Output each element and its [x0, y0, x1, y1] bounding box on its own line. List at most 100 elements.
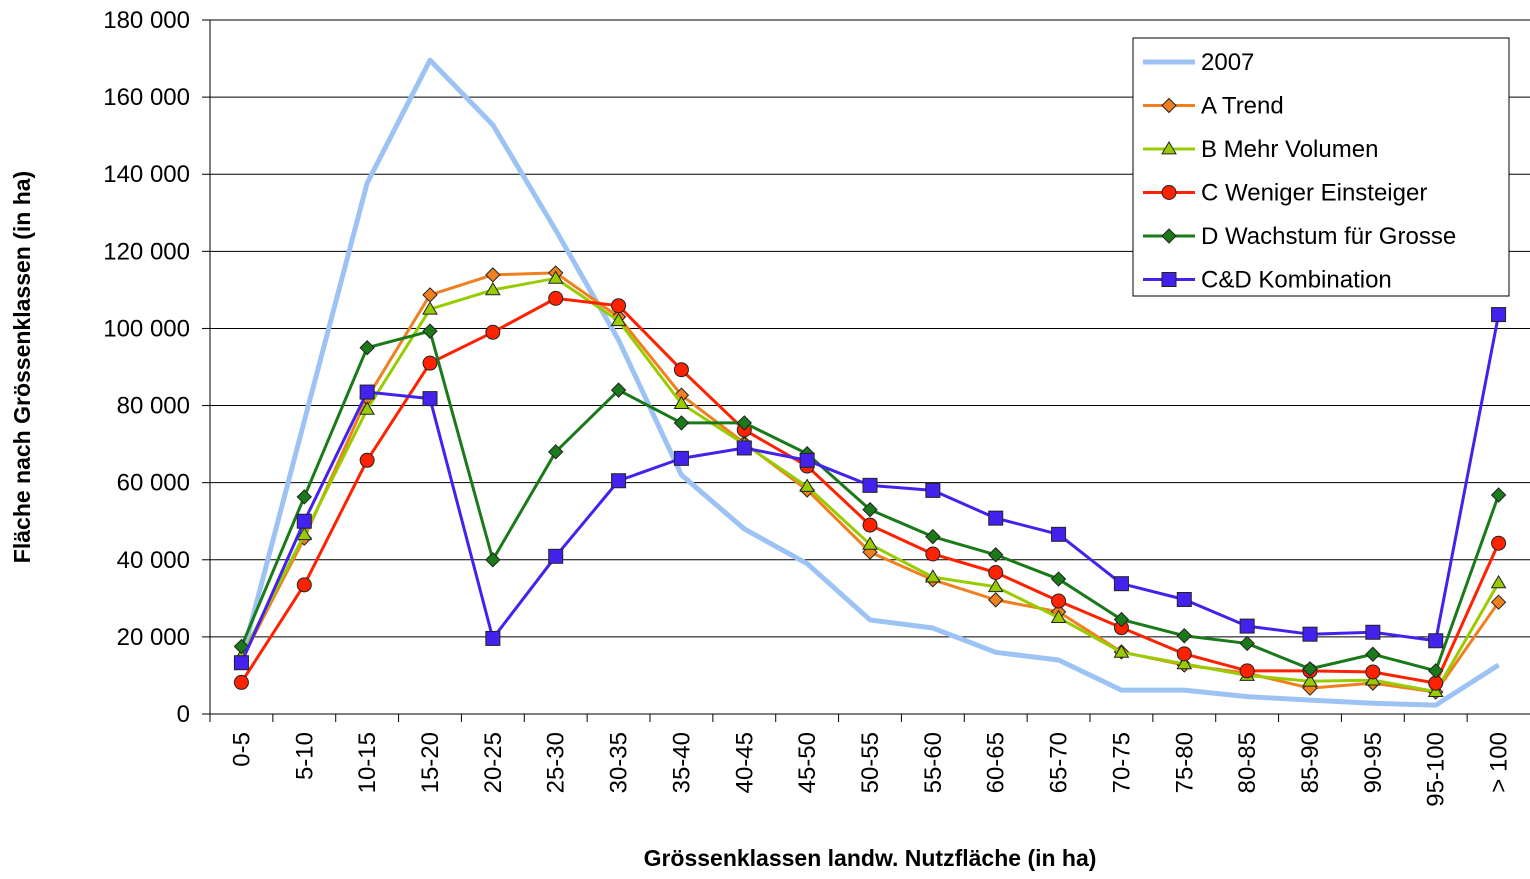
marker: [611, 298, 627, 314]
x-tick-label: 45-50: [794, 732, 821, 793]
x-tick-label: 40-45: [731, 732, 758, 793]
marker: [988, 592, 1004, 608]
marker: [1239, 635, 1255, 652]
marker: [548, 444, 564, 460]
marker: [987, 578, 1004, 593]
x-tick-label: 85-90: [1297, 732, 1324, 793]
x-axis-title: Grössenklassen landw. Nutzfläche (in ha): [644, 845, 1097, 871]
marker: [925, 528, 941, 545]
marker: [736, 440, 752, 456]
legend: 2007 A Trend B Mehr Volumen C Weniger Einst…: [1132, 37, 1510, 297]
x-tick-label: 55-60: [920, 732, 947, 793]
marker: [485, 324, 501, 340]
x-tick-label: 95-100: [1423, 732, 1450, 807]
marker: [925, 482, 941, 498]
marker: [610, 382, 627, 398]
marker: [1113, 576, 1129, 592]
marker: [422, 391, 438, 407]
marker: [422, 301, 438, 315]
x-tick-label: 10-15: [354, 732, 381, 793]
marker: [1161, 97, 1177, 114]
marker: [799, 452, 815, 468]
marker: [862, 517, 878, 533]
y-tick-label: 140 000: [103, 161, 190, 188]
y-tick-label: 60 000: [117, 470, 190, 497]
x-tick-label: 0-5: [228, 732, 255, 767]
marker: [673, 450, 689, 466]
y-tick-label: 0: [177, 701, 190, 728]
x-tick-label: 80-85: [1234, 732, 1261, 793]
x-tick-label: 90-95: [1360, 732, 1387, 793]
marker: [1490, 594, 1507, 610]
marker: [862, 501, 878, 518]
x-tick-label: 75-80: [1171, 732, 1198, 793]
marker: [1161, 228, 1177, 244]
marker: [1491, 535, 1507, 551]
marker: [233, 638, 250, 655]
y-tick-label: 160 000: [103, 84, 190, 111]
marker: [1051, 526, 1067, 542]
y-tick-label: 80 000: [117, 393, 190, 420]
marker: [296, 526, 313, 541]
marker: [673, 395, 690, 410]
marker: [1113, 611, 1130, 628]
legend-label: A Trend: [1201, 93, 1284, 120]
marker: [988, 547, 1004, 563]
marker: [1302, 673, 1318, 687]
x-tick-label: 70-75: [1108, 732, 1135, 793]
marker: [988, 565, 1004, 581]
x-tick-label: 5-10: [291, 732, 318, 780]
y-axis-title: Fläche nach Grössenklassen (in ha): [9, 171, 35, 563]
marker: [485, 552, 501, 568]
marker: [547, 270, 564, 284]
marker: [548, 290, 564, 306]
marker: [1239, 663, 1255, 679]
marker: [673, 415, 690, 431]
marker: [1051, 593, 1067, 609]
marker: [1365, 646, 1381, 662]
marker: [1302, 661, 1318, 677]
marker: [359, 401, 376, 415]
marker: [296, 489, 312, 505]
marker: [1428, 663, 1444, 679]
marker: [1161, 272, 1177, 287]
marker: [1050, 609, 1067, 624]
x-tick-label: 35-40: [668, 732, 695, 793]
y-tick-label: 120 000: [103, 238, 190, 265]
marker: [296, 513, 312, 529]
series-line: [239, 57, 1500, 708]
marker: [1176, 591, 1192, 607]
marker: [1428, 633, 1444, 649]
marker: [673, 362, 689, 378]
x-tick-label: 15-20: [417, 732, 444, 793]
marker: [924, 569, 941, 583]
marker: [862, 477, 878, 493]
marker: [296, 577, 312, 593]
marker: [233, 655, 249, 671]
x-tick-label: > 100: [1486, 732, 1513, 793]
marker: [422, 355, 438, 371]
marker: [1113, 644, 1130, 658]
marker: [1050, 571, 1067, 587]
marker: [1490, 574, 1507, 589]
marker: [1490, 487, 1507, 503]
marker: [1365, 624, 1381, 640]
legend-label: C Weniger Einsteiger: [1201, 180, 1427, 207]
marker: [422, 323, 438, 339]
marker: [988, 510, 1004, 526]
legend-box: [1132, 37, 1510, 297]
legend-label: 2007: [1201, 49, 1254, 76]
marker: [736, 415, 752, 431]
marker: [548, 548, 564, 564]
marker: [1302, 626, 1318, 642]
x-tick-label: 25-30: [543, 732, 570, 793]
marker: [799, 478, 816, 492]
legend-label: C&D Kombination: [1201, 267, 1392, 294]
marker: [1161, 185, 1177, 200]
marker: [484, 281, 501, 296]
marker: [1176, 655, 1193, 670]
x-tick-label: 60-65: [983, 732, 1010, 793]
marker: [610, 312, 627, 327]
marker: [611, 473, 627, 489]
